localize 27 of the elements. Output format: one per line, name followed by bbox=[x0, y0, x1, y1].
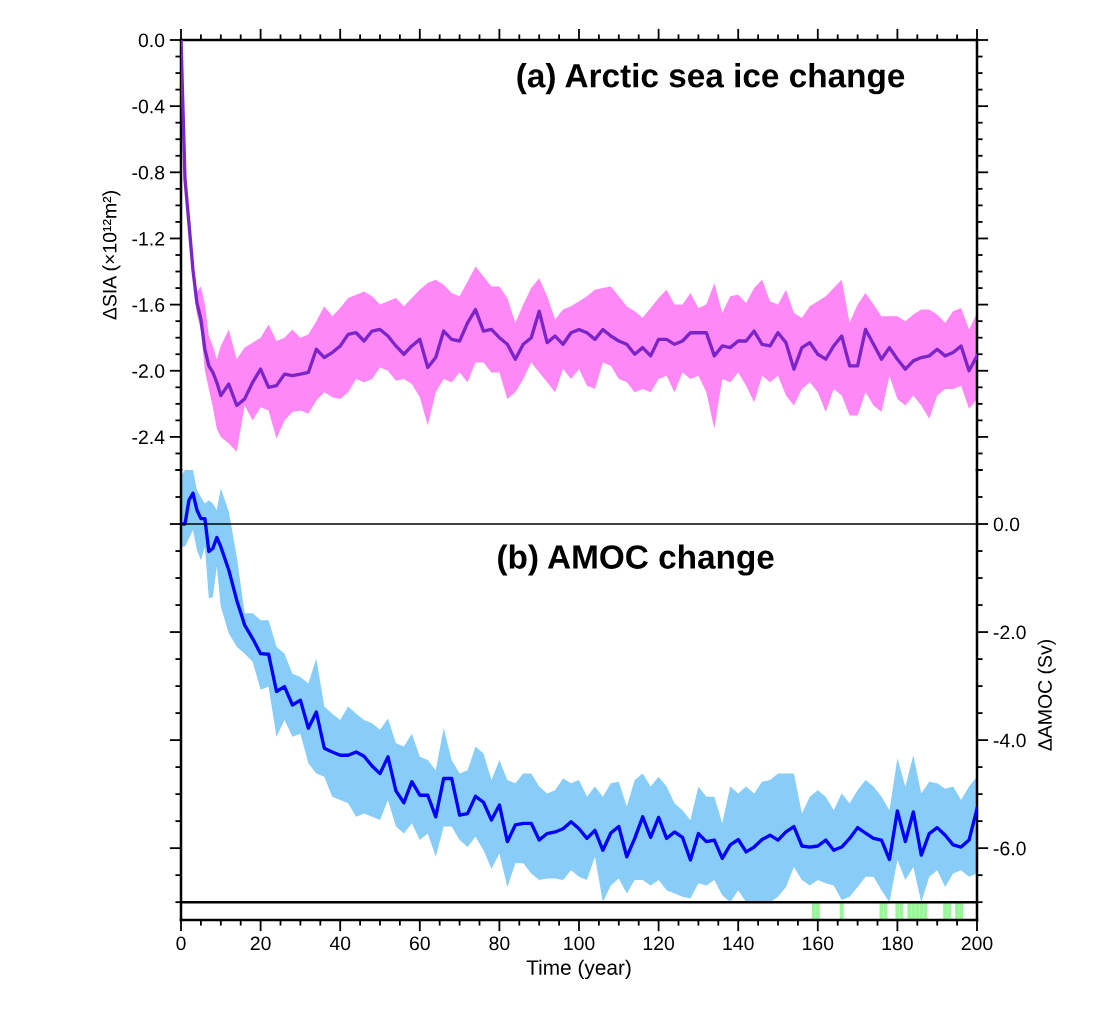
y-tick-label: -6.0 bbox=[993, 841, 1026, 856]
x-tick-label: 60 bbox=[409, 936, 430, 951]
x-tick-label: 20 bbox=[250, 936, 271, 951]
y-tick-label: 0.0 bbox=[138, 33, 165, 48]
y-tick-label: -0.4 bbox=[132, 99, 165, 114]
x-tick-label: 80 bbox=[489, 936, 510, 951]
x-tick-label: 40 bbox=[329, 936, 351, 951]
text: (b) AMOC change bbox=[498, 544, 774, 576]
x-tick-label: 160 bbox=[803, 936, 834, 951]
y-tick-label: -2.4 bbox=[132, 430, 165, 444]
y-tick-label: -1.6 bbox=[132, 298, 165, 312]
x-tick-label: 120 bbox=[643, 936, 675, 951]
y-tick-label: -2.0 bbox=[132, 364, 165, 379]
y-tick-label: -0.8 bbox=[132, 165, 165, 180]
y-tick-label: -4.0 bbox=[993, 733, 1026, 748]
x-tick-label: 100 bbox=[564, 936, 595, 951]
y-axis-title: ΔAMOC (Sv) bbox=[1037, 640, 1056, 751]
y-tick-label: -2.0 bbox=[993, 625, 1026, 640]
y-axis-title: ΔSIA (×10¹²m²) bbox=[102, 191, 121, 320]
x-tick-label: 200 bbox=[961, 936, 993, 951]
x-axis-title: Time (year) bbox=[526, 959, 631, 980]
y-tick-label: 0.0 bbox=[993, 517, 1020, 532]
x-tick-label: 140 bbox=[723, 936, 754, 951]
x-tick-label: 0 bbox=[176, 936, 186, 951]
x-tick-label: 180 bbox=[882, 936, 913, 951]
y-tick-label: -1.2 bbox=[132, 231, 165, 246]
text: (a) Arctic sea ice change bbox=[517, 63, 905, 95]
